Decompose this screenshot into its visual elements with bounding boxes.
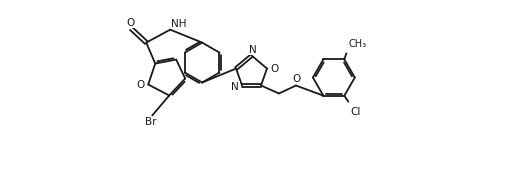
Text: Br: Br xyxy=(146,117,157,127)
Text: N: N xyxy=(231,81,239,92)
Text: N: N xyxy=(249,45,257,55)
Text: O: O xyxy=(126,18,135,28)
Text: O: O xyxy=(136,79,145,90)
Text: CH₃: CH₃ xyxy=(348,39,367,49)
Text: O: O xyxy=(270,64,279,74)
Text: O: O xyxy=(292,73,300,83)
Text: Cl: Cl xyxy=(350,107,361,117)
Text: NH: NH xyxy=(171,19,187,29)
